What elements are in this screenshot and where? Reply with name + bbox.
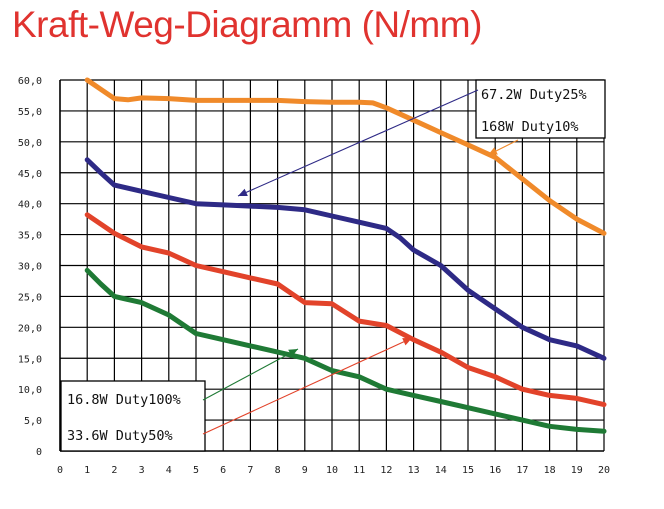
x-tick-label: 11 bbox=[353, 465, 365, 476]
y-tick-label: 50,0 bbox=[18, 138, 42, 149]
arrow-head bbox=[402, 338, 412, 346]
x-tick-label: 7 bbox=[247, 465, 253, 476]
series-line-3 bbox=[84, 212, 607, 408]
x-tick-label: 3 bbox=[139, 465, 145, 476]
callout-arrow bbox=[237, 89, 479, 197]
arrow-head bbox=[488, 147, 498, 155]
arrow-head bbox=[288, 349, 298, 357]
x-tick-label: 20 bbox=[598, 465, 610, 476]
x-tick-label: 1 bbox=[84, 465, 90, 476]
chart-title: Kraft-Weg-Diagramm (N/mm) bbox=[12, 4, 482, 45]
y-tick-label: 5,0 bbox=[24, 416, 42, 427]
x-tick-label: 6 bbox=[220, 465, 226, 476]
y-tick-label: 40,0 bbox=[18, 200, 42, 211]
label-168w: 168W Duty10% bbox=[481, 119, 579, 135]
x-tick-label: 12 bbox=[380, 465, 392, 476]
x-tick-label: 13 bbox=[408, 465, 420, 476]
series-line-2 bbox=[84, 157, 607, 361]
y-axis-ticks: 0 5,0 10,0 15,0 20,0 25,0 30,0 35,0 40,0 45,0 50,0… bbox=[18, 76, 42, 458]
arrow-head bbox=[238, 188, 248, 197]
label-16w: 16.8W Duty100% bbox=[67, 392, 181, 408]
y-tick-label: 45,0 bbox=[18, 169, 42, 180]
x-tick-label: 9 bbox=[302, 465, 308, 476]
y-tick-label: 35,0 bbox=[18, 231, 42, 242]
y-tick-label: 15,0 bbox=[18, 354, 42, 365]
x-tick-label: 10 bbox=[326, 465, 338, 476]
y-tick-label: 10,0 bbox=[18, 385, 42, 396]
label-67w: 67.2W Duty25% bbox=[481, 87, 587, 103]
x-tick-label: 19 bbox=[571, 465, 583, 476]
y-tick-label: 30,0 bbox=[18, 262, 42, 273]
x-tick-label: 18 bbox=[544, 465, 556, 476]
x-tick-label: 2 bbox=[111, 465, 117, 476]
x-tick-label: 5 bbox=[193, 465, 199, 476]
x-tick-label: 4 bbox=[166, 465, 172, 476]
callout-arrow bbox=[202, 348, 299, 401]
y-tick-label: 60,0 bbox=[18, 76, 42, 87]
grid bbox=[59, 79, 605, 452]
label-33w: 33.6W Duty50% bbox=[67, 428, 173, 444]
series-line-4 bbox=[84, 267, 607, 434]
y-tick-label: 20,0 bbox=[18, 323, 42, 334]
x-tick-label: 0 bbox=[57, 465, 63, 476]
x-tick-label: 14 bbox=[435, 465, 447, 476]
x-tick-label: 17 bbox=[516, 465, 528, 476]
y-tick-label: 0 bbox=[36, 447, 42, 458]
x-tick-label: 16 bbox=[489, 465, 501, 476]
x-tick-label: 15 bbox=[462, 465, 474, 476]
legend-box-bottom bbox=[60, 380, 206, 452]
x-axis-ticks: 0 1 2 3 4 5 6 7 8 9 10 11 12 13 14 15 16 17 18 19 20 bbox=[57, 465, 610, 476]
x-tick-label: 8 bbox=[275, 465, 281, 476]
series-line-1 bbox=[84, 77, 607, 236]
legend-box-top bbox=[475, 79, 606, 139]
y-tick-label: 25,0 bbox=[18, 292, 42, 303]
callouts: 67.2W Duty25% 168W Duty10% 16.8W Duty100% 3… bbox=[60, 79, 606, 452]
y-tick-label: 55,0 bbox=[18, 107, 42, 118]
callout-arrow bbox=[202, 337, 413, 435]
series-lines bbox=[84, 77, 607, 434]
